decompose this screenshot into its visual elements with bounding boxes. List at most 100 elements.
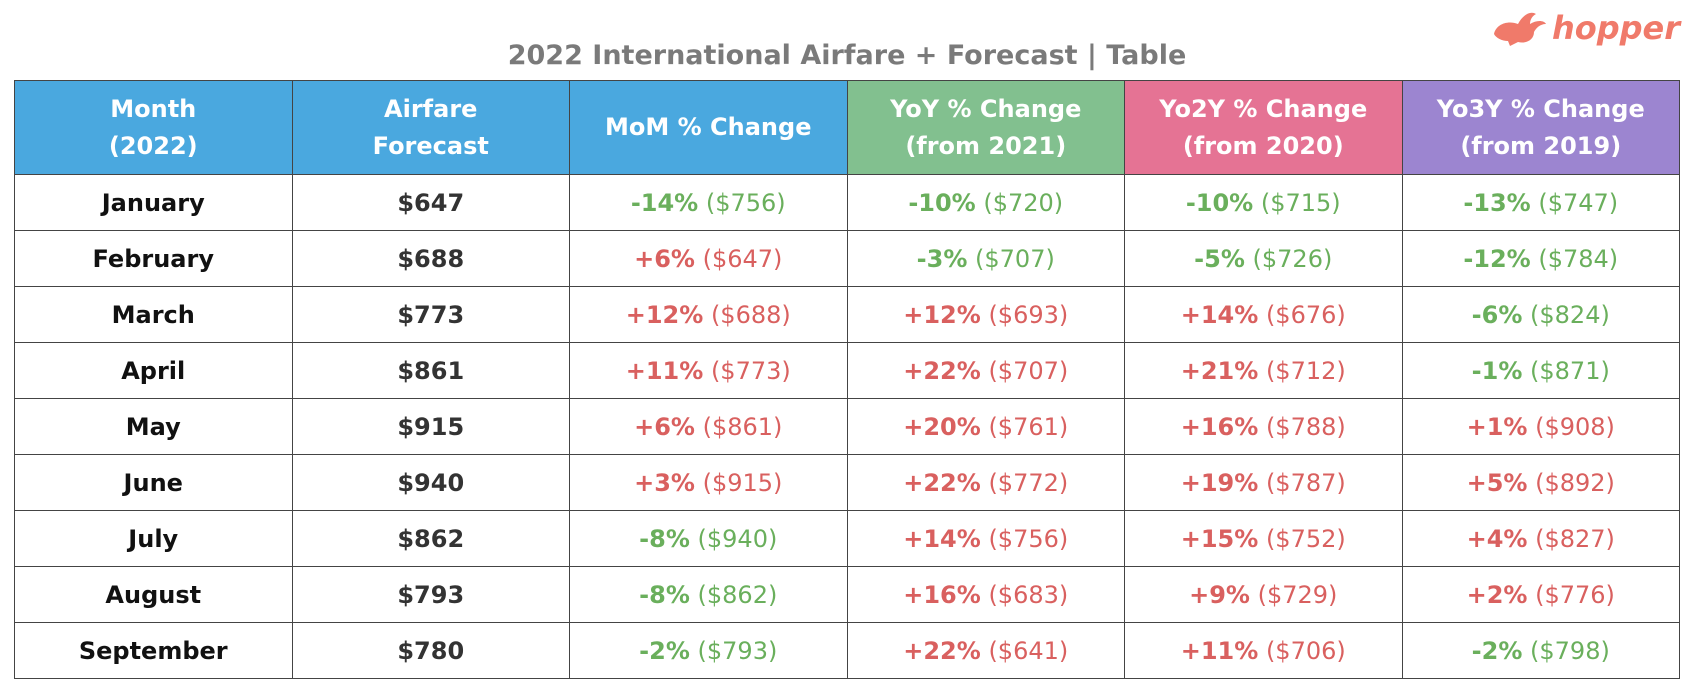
previous-price: ($773) — [710, 356, 791, 385]
previous-price: ($776) — [1535, 580, 1615, 609]
change-cell: -8% ($940) — [569, 510, 848, 567]
forecast-cell: $780 — [291, 622, 570, 679]
change-pct: +12% — [625, 300, 704, 329]
change-cell: -12% ($784) — [1401, 230, 1680, 287]
previous-price: ($747) — [1538, 188, 1619, 217]
change-pct: -6% — [1471, 300, 1523, 329]
change-pct: +22% — [903, 356, 981, 385]
change-cell: +4% ($827) — [1401, 510, 1680, 567]
header-line: (2022) — [108, 131, 198, 160]
change-pct: +15% — [1180, 524, 1259, 553]
change-pct: +14% — [1180, 300, 1259, 329]
previous-price: ($683) — [988, 580, 1069, 609]
previous-price: ($641) — [988, 636, 1069, 665]
month-cell: July — [14, 510, 293, 567]
airfare-table: Month (2022) Airfare Forecast MoM % Change Yo… — [14, 80, 1680, 679]
previous-price: ($756) — [988, 524, 1069, 553]
column-header: Yo2Y % Change (from 2020) — [1124, 80, 1403, 175]
header-line: Yo3Y % Change — [1436, 94, 1645, 123]
previous-price: ($712) — [1265, 356, 1346, 385]
previous-price: ($793) — [697, 636, 778, 665]
change-pct: -13% — [1463, 188, 1531, 217]
header-line: (from 2021) — [905, 131, 1067, 160]
forecast-cell: $861 — [291, 342, 570, 399]
column-header: Airfare Forecast — [291, 80, 570, 175]
change-cell: -10% ($715) — [1124, 174, 1403, 231]
change-pct: +21% — [1180, 356, 1259, 385]
change-cell: +9% ($729) — [1124, 566, 1403, 623]
change-pct: +20% — [903, 412, 981, 441]
previous-price: ($647) — [702, 244, 783, 273]
change-pct: -3% — [916, 244, 968, 273]
header-line: Airfare — [384, 94, 478, 123]
column-header: Month (2022) — [14, 80, 293, 175]
row: February $688 +6% ($647) -3% ($707) -5% ($72… — [14, 230, 1680, 287]
change-pct: +1% — [1466, 412, 1528, 441]
header-line: Yo2Y % Change — [1159, 94, 1368, 123]
forecast-cell: $688 — [291, 230, 570, 287]
previous-price: ($824) — [1530, 300, 1610, 329]
previous-price: ($752) — [1265, 524, 1346, 553]
change-cell: +16% ($683) — [846, 566, 1125, 623]
change-pct: -8% — [639, 524, 690, 553]
change-pct: +14% — [903, 524, 981, 553]
previous-price: ($798) — [1530, 636, 1610, 665]
logo-text: hopper — [1551, 9, 1680, 47]
change-cell: -2% ($793) — [569, 622, 848, 679]
header-line: Month — [110, 94, 197, 123]
change-pct: +2% — [1466, 580, 1528, 609]
header-line: YoY % Change — [890, 94, 1082, 123]
change-pct: -12% — [1463, 244, 1531, 273]
previous-price: ($706) — [1265, 636, 1346, 665]
logo-icon — [1493, 12, 1546, 46]
previous-price: ($715) — [1260, 188, 1341, 217]
row: April $861 +11% ($773) +22% ($707) +21% ($71… — [14, 342, 1680, 399]
previous-price: ($676) — [1265, 300, 1346, 329]
column-header: YoY % Change (from 2021) — [846, 80, 1125, 175]
change-cell: +11% ($773) — [569, 342, 848, 399]
change-pct: +12% — [903, 300, 981, 329]
header-line: Forecast — [372, 131, 489, 160]
change-cell: -3% ($707) — [846, 230, 1125, 287]
previous-price: ($756) — [705, 188, 786, 217]
change-cell: +5% ($892) — [1401, 454, 1680, 511]
change-cell: +22% ($772) — [846, 454, 1125, 511]
change-pct: +6% — [634, 244, 695, 273]
change-cell: +12% ($693) — [846, 286, 1125, 343]
forecast-cell: $940 — [291, 454, 570, 511]
change-pct: +6% — [634, 412, 695, 441]
month-cell: February — [14, 230, 293, 287]
previous-price: ($861) — [702, 412, 783, 441]
change-cell: +2% ($776) — [1401, 566, 1680, 623]
change-cell: -2% ($798) — [1401, 622, 1680, 679]
previous-price: ($726) — [1252, 244, 1333, 273]
change-pct: +11% — [625, 356, 704, 385]
previous-price: ($915) — [702, 468, 783, 497]
header-row: Month (2022) Airfare Forecast MoM % Change Yo… — [14, 80, 1680, 175]
change-cell: +22% ($707) — [846, 342, 1125, 399]
change-cell: -8% ($862) — [569, 566, 848, 623]
previous-price: ($688) — [710, 300, 791, 329]
title: 2022 International Airfare + Forecast | … — [507, 40, 1187, 71]
change-cell: +22% ($641) — [846, 622, 1125, 679]
change-cell: +6% ($861) — [569, 398, 848, 455]
row: September $780 -2% ($793) +22% ($641) +11% (… — [14, 622, 1680, 679]
change-pct: +19% — [1180, 468, 1259, 497]
column-header: Yo3Y % Change (from 2019) — [1401, 80, 1680, 175]
month-cell: May — [14, 398, 293, 455]
previous-price: ($908) — [1535, 412, 1615, 441]
month-cell: January — [14, 174, 293, 231]
header-line: (from 2019) — [1460, 131, 1622, 160]
change-cell: -1% ($871) — [1401, 342, 1680, 399]
row: June $940 +3% ($915) +22% ($772) +19% ($787)… — [14, 454, 1680, 511]
change-pct: +4% — [1466, 524, 1528, 553]
change-cell: +1% ($908) — [1401, 398, 1680, 455]
change-cell: +16% ($788) — [1124, 398, 1403, 455]
change-cell: +11% ($706) — [1124, 622, 1403, 679]
row: March $773 +12% ($688) +12% ($693) +14% ($67… — [14, 286, 1680, 343]
change-pct: -10% — [1185, 188, 1254, 217]
change-cell: -14% ($756) — [569, 174, 848, 231]
month-cell: September — [14, 622, 293, 679]
month-cell: March — [14, 286, 293, 343]
